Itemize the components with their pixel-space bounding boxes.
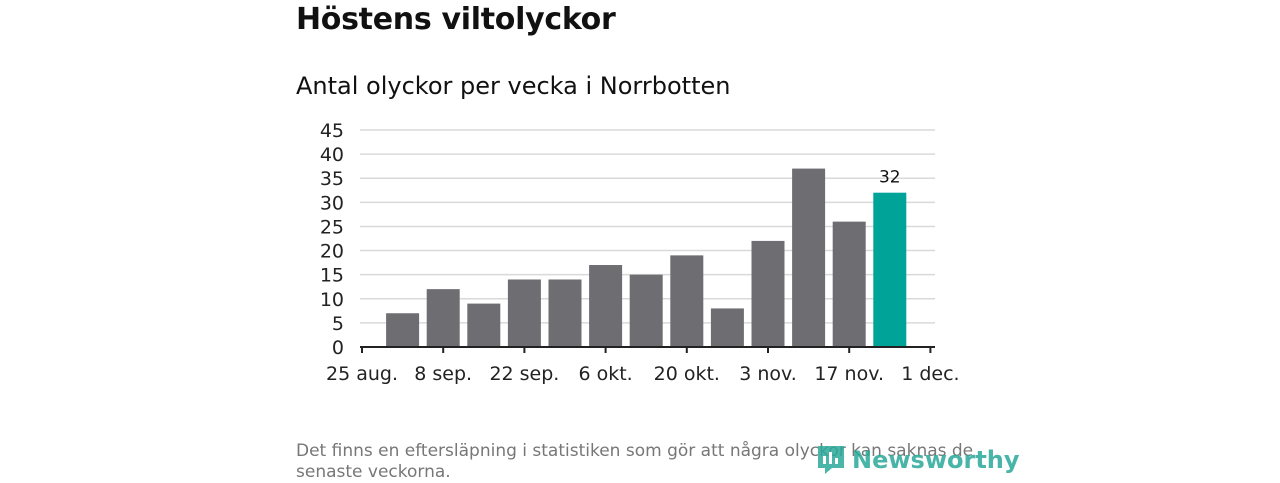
y-tick-label: 45 [320,120,344,142]
chart-title: Höstens viltolyckor [296,2,616,37]
y-tick-label: 10 [320,289,344,311]
y-tick-label: 0 [332,337,344,359]
bar [507,279,541,347]
y-tick-label: 20 [320,241,344,263]
x-tick-label: 25 aug. [326,363,398,385]
data-label: 32 [879,168,901,188]
y-tick-label: 25 [320,216,344,238]
x-tick-label: 8 sep. [414,363,472,385]
newsworthy-logo-icon [818,446,844,474]
logo-text: Newsworthy [852,446,1020,474]
y-tick-label: 35 [320,168,344,190]
bar [386,313,420,347]
newsworthy-logo: Newsworthy [816,444,1020,476]
bar [873,192,907,347]
x-tick-label: 3 nov. [739,363,797,385]
x-tick-label: 6 okt. [578,363,632,385]
bar [589,265,623,347]
x-tick-label: 20 okt. [654,363,720,385]
x-tick-label: 17 nov. [814,363,884,385]
y-tick-label: 30 [320,192,344,214]
bar [832,221,866,347]
y-tick-label: 40 [320,144,344,166]
x-tick-label: 22 sep. [489,363,559,385]
bar [710,308,744,347]
bar [792,168,826,347]
bar [548,279,582,347]
chart-subtitle: Antal olyckor per vecka i Norrbotten [296,72,731,100]
bar [751,240,785,347]
bar [426,289,460,347]
x-tick-label: 1 dec. [901,363,959,385]
footnote: Det finns en eftersläpning i statistiken… [296,441,974,482]
y-tick-label: 15 [320,265,344,287]
bar [629,274,663,347]
bar [670,255,704,347]
y-tick-label: 5 [332,313,344,335]
bar [467,303,501,347]
